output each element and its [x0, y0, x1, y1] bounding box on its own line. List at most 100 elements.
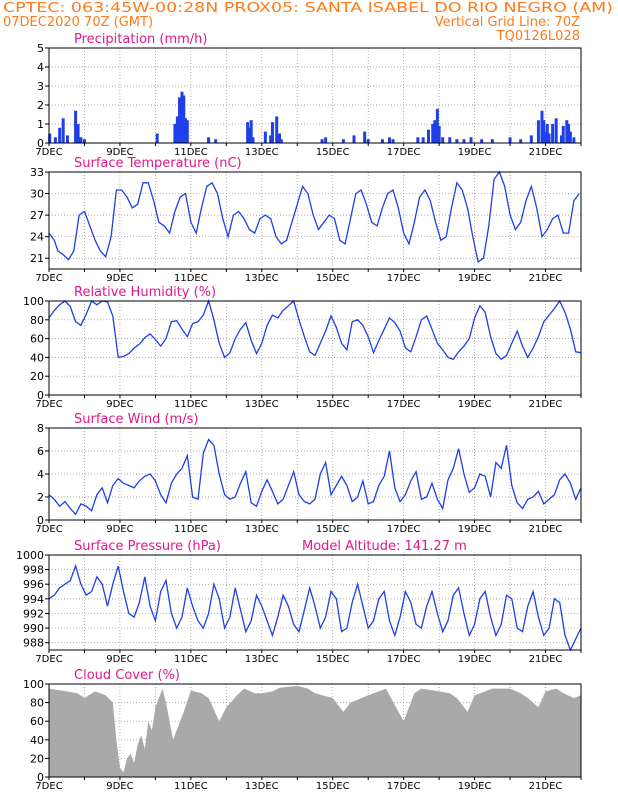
precip-bar [53, 137, 57, 143]
precip-bar [380, 139, 384, 143]
pressure-xtick-label: 9DEC [106, 654, 133, 665]
precip-bar [246, 122, 250, 143]
cloud-ytick-label: 40 [30, 734, 44, 747]
rh-xtick-label: 19DEC [458, 399, 492, 410]
wind-ytick-label: 8 [37, 422, 44, 435]
pressure-xtick-label: 15DEC [316, 654, 350, 665]
precip-bar [74, 110, 78, 143]
cloud-xtick-label: 15DEC [316, 781, 350, 792]
precip-frame [48, 47, 582, 144]
precip-xtick-label: 13DEC [245, 147, 279, 158]
precip-bar [275, 116, 279, 143]
temp-panel: 21 24 27 30 33 7DEC 9DEC 11DEC 13DEC 15DEC 17DEC 19… [30, 156, 582, 284]
precip-bar [278, 133, 282, 143]
precip-bar [519, 139, 523, 143]
precip-panel: 0 1 2 3 4 5 7DEC 9DEC 11DEC 13DEC 15DEC 17DEC 19DEC 2… [35, 32, 582, 158]
cloud-ytick-label: 20 [30, 752, 44, 765]
cloud-xtick-label: 21DEC [529, 781, 563, 792]
precip-bar [551, 124, 555, 143]
cloud-ytick-label: 80 [30, 697, 44, 710]
rh-xtick-label: 7DEC [35, 399, 62, 410]
precip-bar [554, 118, 558, 143]
precip-bar [567, 124, 571, 143]
precip-bar [155, 133, 159, 143]
precip-ytick-label: 5 [37, 42, 44, 55]
precip-bar [508, 137, 512, 143]
precip-bar [572, 137, 576, 143]
wind-frame [48, 427, 582, 521]
rh-line [48, 298, 582, 361]
precip-bar [251, 137, 255, 143]
precip-bar [387, 137, 391, 143]
rh-panel: 0 20 40 60 80 100 7DEC 9DEC 11DEC 13DEC 15DEC 17DEC… [23, 285, 582, 410]
rh-ytick-label: 80 [30, 314, 44, 327]
precip-bar [455, 139, 459, 143]
temp-ytick-label: 33 [30, 166, 44, 179]
precip-bar [182, 95, 186, 143]
precip-bar [542, 120, 546, 143]
precip-bar [184, 118, 188, 143]
wind-xtick-label: 17DEC [387, 524, 421, 535]
precip-title: Precipitation (mm/h) [74, 32, 207, 47]
precip-ytick-label: 2 [37, 99, 44, 112]
wind-title: Surface Wind (m/s) [74, 412, 198, 427]
temp-xtick-label: 17DEC [387, 273, 421, 284]
precip-ytick-label: 0 [37, 137, 44, 150]
pressure-ytick-label: 988 [23, 637, 44, 650]
pressure-frame [48, 554, 582, 651]
precip-ytick-label: 1 [37, 118, 44, 131]
precip-xtick-label: 7DEC [35, 147, 62, 158]
header-station: CPTEC: 063:45W-00:28N PROX05: SANTA ISAB… [3, 1, 613, 16]
temp-xtick-label: 15DEC [316, 273, 350, 284]
pressure-line [48, 563, 582, 652]
rh-ytick-label: 20 [30, 370, 44, 383]
wind-line [48, 438, 582, 516]
precip-bar [462, 139, 466, 143]
pressure-ytick-label: 990 [23, 622, 44, 635]
precip-bar [426, 129, 430, 143]
cloud-ytick-label: 100 [23, 678, 44, 691]
precip-bar [416, 137, 420, 143]
cloud-panel: 0 20 40 60 80 100 7DEC 9DEC 11DEC 13DEC 15DEC 17DEC… [23, 668, 582, 792]
precip-bar [391, 139, 395, 143]
precip-bar [568, 131, 572, 143]
temp-xtick-label: 9DEC [106, 273, 133, 284]
precip-bar [536, 120, 540, 143]
precip-bar [263, 131, 267, 143]
cloud-area [49, 685, 581, 777]
temp-xtick-label: 13DEC [245, 273, 279, 284]
wind-xtick-label: 15DEC [316, 524, 350, 535]
rh-ytick-label: 0 [37, 389, 44, 402]
precip-bar [61, 118, 65, 143]
precip-bar [437, 125, 441, 143]
pressure-xtick-label: 7DEC [35, 654, 62, 665]
cloud-frame [48, 683, 582, 778]
pressure-title: Surface Pressure (hPa) [74, 539, 221, 554]
precip-bar [207, 137, 211, 143]
precip-xtick-label: 17DEC [387, 147, 421, 158]
precip-bar [270, 122, 274, 143]
precip-bar [269, 135, 273, 143]
precip-bar [65, 135, 69, 143]
rh-title: Relative Humidity (%) [74, 285, 216, 300]
wind-xtick-label: 11DEC [174, 524, 208, 535]
rh-xtick-label: 9DEC [106, 399, 133, 410]
precip-bar [545, 124, 549, 143]
precip-bar [48, 133, 52, 143]
cloud-title: Cloud Cover (%) [74, 668, 180, 683]
precip-bar [490, 139, 494, 143]
wind-xtick-label: 19DEC [458, 524, 492, 535]
pressure-subtitle: Model Altitude: 141.27 m [302, 539, 467, 554]
temp-line [48, 170, 580, 263]
temp-xtick-label: 7DEC [35, 273, 62, 284]
wind-xtick-label: 9DEC [106, 524, 133, 535]
rh-ytick-label: 100 [23, 295, 44, 308]
precip-bar [431, 124, 435, 143]
precip-xtick-label: 15DEC [316, 147, 350, 158]
precip-bar [435, 108, 439, 143]
pressure-xtick-label: 19DEC [458, 654, 492, 665]
rh-xtick-label: 15DEC [316, 399, 350, 410]
